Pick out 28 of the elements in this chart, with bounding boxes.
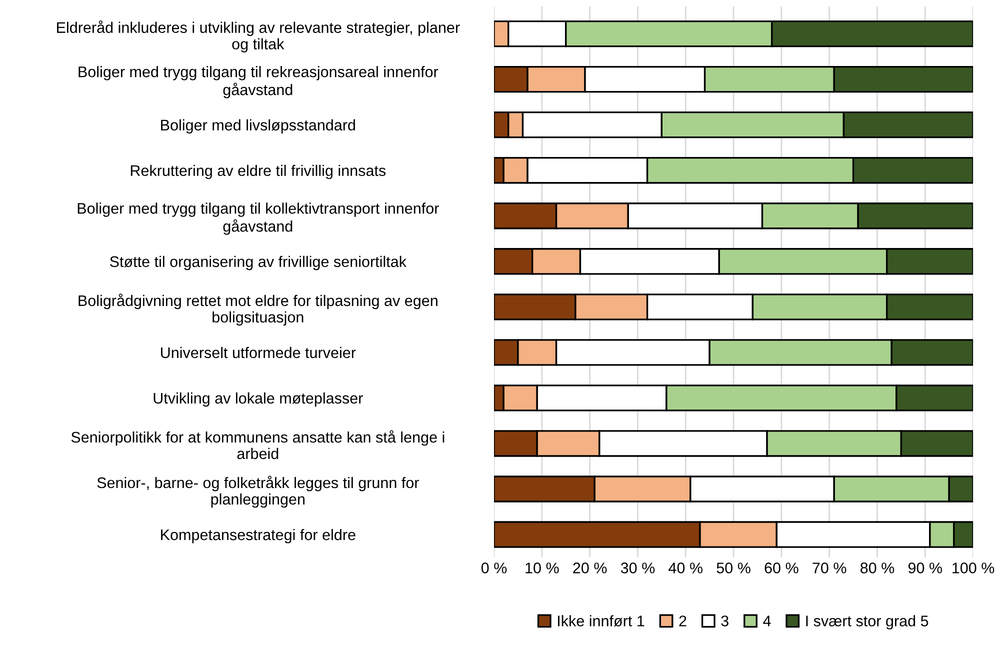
x-tick-label: 50 % [716, 562, 750, 574]
legend-label: Ikke innført 1 [558, 615, 644, 627]
x-tick-label: 0 % [481, 562, 507, 574]
legend-label: 2 [679, 616, 686, 626]
x-tick-label: 100 % [952, 562, 994, 574]
x-tick-label: 60 % [764, 562, 798, 574]
x-tick-label: 10 % [526, 562, 559, 574]
y-tick-label: Boliger med trygg tilgang til kollektivtransport innenfor gåavstand [78, 202, 439, 235]
y-tick-label: Senior-, barne- og folketråkk legges til grunn for planleggingen [97, 476, 420, 508]
x-tick-label: 40 % [668, 562, 702, 574]
y-tick-label: Eldreråd inkluderes i utvikling av relevante strategier, planer og tiltak [57, 20, 460, 52]
y-tick-label: Utvikling av lokale møteplasser [154, 392, 363, 407]
x-tick-label: 20 % [573, 562, 607, 574]
y-tick-label: Universelt utformede turveier [161, 346, 356, 358]
y-tick-label: Seniorpolitikk for at kommunens ansatte kan stå lenge i arbeid [71, 430, 444, 460]
y-tick-label: Rekruttering av eldre til frivillig innsats [130, 164, 386, 180]
y-tick-label: Boligrådgivning rettet mot eldre for tilpasning av egen boligsituasjon [78, 294, 438, 326]
y-tick-label: Boliger med trygg tilgang til rekreasjonsareal innenfor gåavstand [78, 66, 438, 98]
legend-label: 3 [721, 616, 728, 626]
y-tick-label: Kompetansestrategi for eldre [161, 528, 356, 544]
x-tick-label: 90 % [908, 562, 942, 574]
x-tick-label: 70 % [812, 562, 846, 574]
x-tick-label: 80 % [860, 562, 894, 574]
legend-label: 4 [763, 616, 771, 626]
y-tick-label: Støtte til organisering av frivillige seniortiltak [110, 256, 407, 270]
legend-label: I svært stor grad 5 [806, 615, 928, 630]
y-tick-label: Boliger med livsløpsstandard [161, 119, 355, 134]
x-tick-label: 30 % [620, 562, 655, 574]
